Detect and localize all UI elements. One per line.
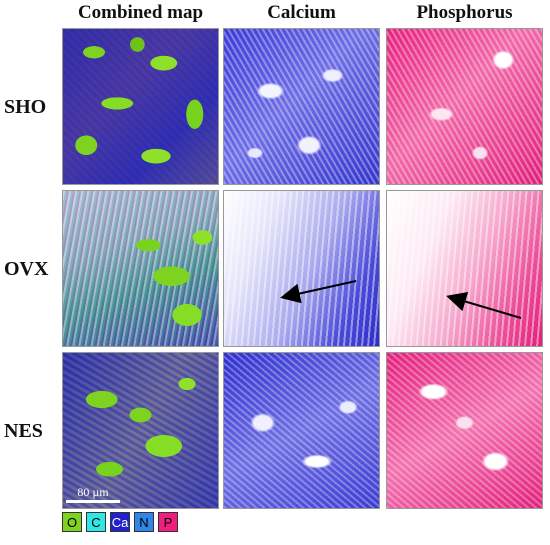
map-nes-combined: [62, 352, 219, 509]
map-nes-calcium: [223, 352, 380, 509]
scale-bar: 80 µm: [66, 486, 120, 503]
scale-bar-label: 80 µm: [77, 485, 109, 499]
legend-item-ca: Ca: [110, 512, 130, 532]
map-sho-phosphorus: [386, 28, 543, 185]
map-sho-calcium: [223, 28, 380, 185]
element-legend: O C Ca N P: [62, 512, 178, 532]
row-label-sho: SHO: [4, 96, 47, 118]
column-header-calcium: Calcium: [267, 2, 336, 23]
row-label-nes: NES: [4, 420, 43, 442]
legend-item-c: C: [86, 512, 106, 532]
map-ovx-combined: [62, 190, 219, 347]
map-ovx-phosphorus: [386, 190, 543, 347]
row-label-ovx: OVX: [4, 258, 49, 280]
legend-item-n: N: [134, 512, 154, 532]
column-header-combined-map: Combined map: [77, 2, 204, 23]
map-sho-combined: [62, 28, 219, 185]
map-nes-phosphorus: [386, 352, 543, 509]
legend-item-p: P: [158, 512, 178, 532]
map-ovx-calcium: [223, 190, 380, 347]
column-header-phosphorus: Phosphorus: [416, 2, 513, 23]
scale-bar-line: [66, 500, 120, 503]
legend-item-o: O: [62, 512, 82, 532]
